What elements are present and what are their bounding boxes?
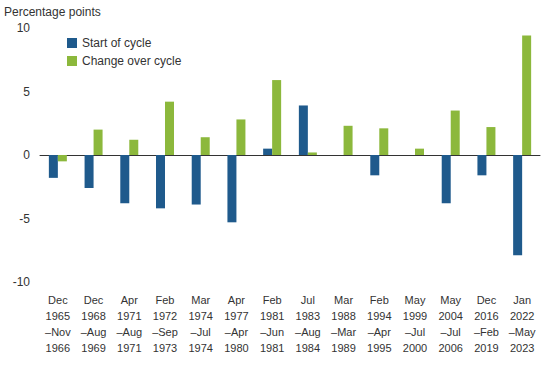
svg-text:Feb: Feb <box>370 294 389 306</box>
svg-text:10: 10 <box>17 21 31 35</box>
svg-text:1995: 1995 <box>367 342 391 354</box>
svg-text:Apr: Apr <box>228 294 245 306</box>
svg-text:Percentage points: Percentage points <box>4 5 101 19</box>
svg-text:–Jul: –Jul <box>405 326 425 338</box>
svg-text:Feb: Feb <box>156 294 175 306</box>
svg-text:1988: 1988 <box>331 310 355 322</box>
svg-text:-5: -5 <box>19 212 30 226</box>
svg-text:–Aug: –Aug <box>116 326 142 338</box>
svg-text:1973: 1973 <box>153 342 177 354</box>
svg-text:1984: 1984 <box>296 342 320 354</box>
svg-text:0: 0 <box>23 148 30 162</box>
svg-text:–Jul: –Jul <box>191 326 211 338</box>
svg-text:1999: 1999 <box>403 310 427 322</box>
svg-text:Jul: Jul <box>301 294 315 306</box>
svg-text:Mar: Mar <box>191 294 210 306</box>
svg-text:–Sep: –Sep <box>152 326 178 338</box>
svg-text:May: May <box>405 294 426 306</box>
svg-text:1981: 1981 <box>260 310 284 322</box>
svg-text:May: May <box>440 294 461 306</box>
svg-text:–Jul: –Jul <box>441 326 461 338</box>
svg-text:2022: 2022 <box>510 310 534 322</box>
svg-text:1972: 1972 <box>153 310 177 322</box>
svg-text:2016: 2016 <box>474 310 498 322</box>
svg-text:2004: 2004 <box>438 310 462 322</box>
svg-text:Apr: Apr <box>121 294 138 306</box>
svg-text:1966: 1966 <box>46 342 70 354</box>
svg-text:1969: 1969 <box>81 342 105 354</box>
svg-text:–Apr: –Apr <box>368 326 392 338</box>
svg-text:1977: 1977 <box>224 310 248 322</box>
svg-text:Feb: Feb <box>263 294 282 306</box>
svg-text:1971: 1971 <box>117 342 141 354</box>
svg-text:–Jun: –Jun <box>260 326 284 338</box>
svg-text:–Feb: –Feb <box>474 326 499 338</box>
svg-text:1965: 1965 <box>46 310 70 322</box>
svg-text:1983: 1983 <box>296 310 320 322</box>
svg-text:1981: 1981 <box>260 342 284 354</box>
svg-text:Start of cycle: Start of cycle <box>82 36 152 50</box>
svg-text:-10: -10 <box>13 275 31 289</box>
svg-text:1971: 1971 <box>117 310 141 322</box>
svg-text:–Aug: –Aug <box>295 326 321 338</box>
svg-text:–Aug: –Aug <box>81 326 107 338</box>
svg-text:Jan: Jan <box>513 294 531 306</box>
svg-text:1974: 1974 <box>188 342 212 354</box>
svg-text:Dec: Dec <box>477 294 497 306</box>
svg-text:–Apr: –Apr <box>225 326 249 338</box>
svg-text:1968: 1968 <box>81 310 105 322</box>
svg-text:Dec: Dec <box>84 294 104 306</box>
svg-text:Mar: Mar <box>334 294 353 306</box>
svg-text:2000: 2000 <box>403 342 427 354</box>
svg-text:Change over cycle: Change over cycle <box>82 54 182 68</box>
svg-text:1980: 1980 <box>224 342 248 354</box>
svg-text:Dec: Dec <box>48 294 68 306</box>
svg-text:1989: 1989 <box>331 342 355 354</box>
svg-text:–May: –May <box>509 326 536 338</box>
svg-text:2019: 2019 <box>474 342 498 354</box>
svg-text:5: 5 <box>23 85 30 99</box>
svg-text:2023: 2023 <box>510 342 534 354</box>
svg-text:–Nov: –Nov <box>45 326 71 338</box>
svg-text:1974: 1974 <box>188 310 212 322</box>
svg-text:1994: 1994 <box>367 310 391 322</box>
svg-text:2006: 2006 <box>438 342 462 354</box>
svg-text:–Mar: –Mar <box>331 326 356 338</box>
